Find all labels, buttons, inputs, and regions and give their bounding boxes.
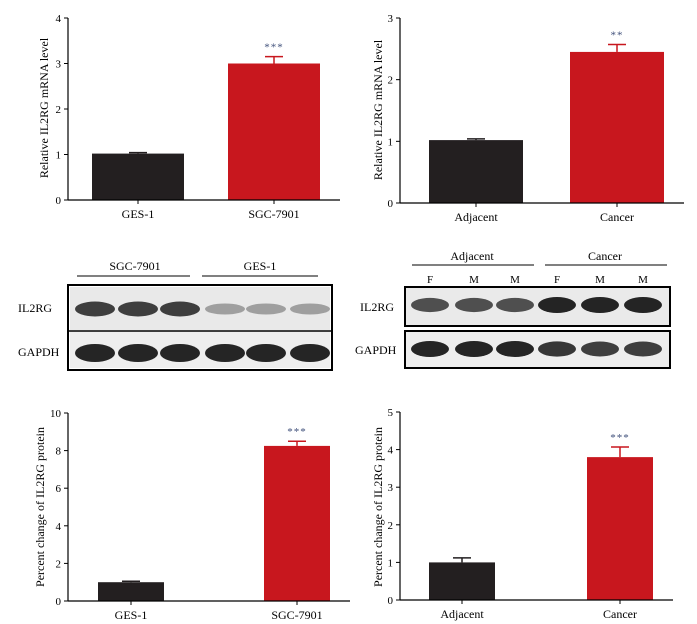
y-tick-label: 10 xyxy=(50,408,62,420)
y-tick-label: 3 xyxy=(56,59,62,71)
blot-band xyxy=(496,297,534,313)
bar xyxy=(587,457,653,600)
y-tick-label: 4 xyxy=(56,13,62,25)
blot-band xyxy=(581,341,619,357)
chart-panel-a: Relative IL2RG mRNA level 0 1 2 3 4 *** GES-… xyxy=(37,13,340,221)
blot-band xyxy=(411,297,449,313)
significance-label: ** xyxy=(611,30,624,42)
x-tick-label: Adjacent xyxy=(440,607,484,621)
blot-band xyxy=(205,344,245,362)
group-label: GES-1 xyxy=(244,259,277,273)
y-tick-label: 1 xyxy=(388,136,394,148)
blot-band xyxy=(75,301,115,317)
blot-band xyxy=(246,303,286,315)
chart-panel-d: Percent change of IL2RG protein 0 1 2 3 4 5 *… xyxy=(371,407,673,621)
y-tick-label: 2 xyxy=(56,104,62,116)
group-label: Adjacent xyxy=(450,249,494,263)
y-tick-label: 1 xyxy=(56,150,62,162)
blot-band xyxy=(205,303,245,315)
blot-band xyxy=(538,297,576,313)
blot-band xyxy=(290,344,330,362)
significance-label: *** xyxy=(287,426,307,438)
bar xyxy=(570,51,664,203)
x-tick-label: GES-1 xyxy=(115,608,148,622)
bar xyxy=(92,153,184,200)
y-tick-label: 3 xyxy=(388,482,394,494)
y-axis-label: Percent change of IL2RG protein xyxy=(371,427,385,587)
y-tick-label: 2 xyxy=(56,558,62,570)
blot-band xyxy=(118,344,158,362)
y-axis-label: Percent change of IL2RG protein xyxy=(33,427,47,587)
y-tick-label: 2 xyxy=(388,520,394,532)
blot-band xyxy=(455,297,493,313)
x-tick-label: SGC-7901 xyxy=(248,207,299,221)
lane-label: M xyxy=(638,274,648,286)
significance-label: *** xyxy=(610,432,630,444)
y-axis-label: Relative IL2RG mRNA level xyxy=(371,39,385,180)
y-tick-label: 4 xyxy=(388,445,394,457)
bar xyxy=(228,63,320,200)
y-tick-label: 2 xyxy=(388,75,394,87)
group-label: SGC-7901 xyxy=(109,259,160,273)
bar xyxy=(429,562,495,600)
blot-band xyxy=(118,301,158,317)
y-tick-label: 3 xyxy=(388,13,394,25)
y-tick-label: 0 xyxy=(388,595,394,607)
x-tick-label: GES-1 xyxy=(122,207,155,221)
blot-band xyxy=(246,344,286,362)
y-axis-label: Relative IL2RG mRNA level xyxy=(37,37,51,178)
bar xyxy=(98,582,164,601)
x-tick-label: Cancer xyxy=(603,607,637,621)
y-tick-label: 1 xyxy=(388,557,394,569)
row-label: GAPDH xyxy=(18,345,60,359)
blot-band xyxy=(455,341,493,357)
blot-band xyxy=(538,341,576,357)
western-blot-left: SGC-7901 GES-1 IL2RG GAPDH xyxy=(18,259,333,371)
x-tick-label: Adjacent xyxy=(454,210,498,224)
blot-band xyxy=(160,301,200,317)
y-tick-label: 0 xyxy=(56,195,62,207)
significance-label: *** xyxy=(264,42,284,54)
y-tick-label: 8 xyxy=(56,446,62,458)
lane-label: M xyxy=(469,274,479,286)
chart-panel-c: Percent change of IL2RG protein 0246810 … xyxy=(33,408,350,622)
y-tick-label: 4 xyxy=(56,521,62,533)
lane-label: M xyxy=(510,274,520,286)
y-tick-label: 6 xyxy=(56,483,62,495)
blot-band xyxy=(581,297,619,313)
western-blot-right: Adjacent Cancer IL2RG GAPDH F M M F M M xyxy=(355,249,671,369)
bar xyxy=(429,140,523,203)
chart-panel-b: Relative IL2RG mRNA level 0 1 2 3 ** Adjace… xyxy=(371,13,684,224)
blot-band xyxy=(160,344,200,362)
x-tick-label: SGC-7901 xyxy=(271,608,322,622)
y-tick-label: 0 xyxy=(56,596,62,608)
lane-label: M xyxy=(595,274,605,286)
row-label: GAPDH xyxy=(355,343,397,357)
row-label: IL2RG xyxy=(18,301,52,315)
blot-band xyxy=(496,341,534,357)
blot-band xyxy=(624,341,662,357)
blot-band xyxy=(411,341,449,357)
y-tick-label: 0 xyxy=(388,198,394,210)
blot-band xyxy=(624,297,662,313)
row-label: IL2RG xyxy=(360,300,394,314)
blot-band xyxy=(290,303,330,315)
y-tick-label: 5 xyxy=(388,407,394,419)
x-tick-label: Cancer xyxy=(600,210,634,224)
bar xyxy=(264,445,330,601)
lane-label: F xyxy=(554,274,560,286)
blot-band xyxy=(75,344,115,362)
group-label: Cancer xyxy=(588,249,622,263)
lane-label: F xyxy=(427,274,433,286)
